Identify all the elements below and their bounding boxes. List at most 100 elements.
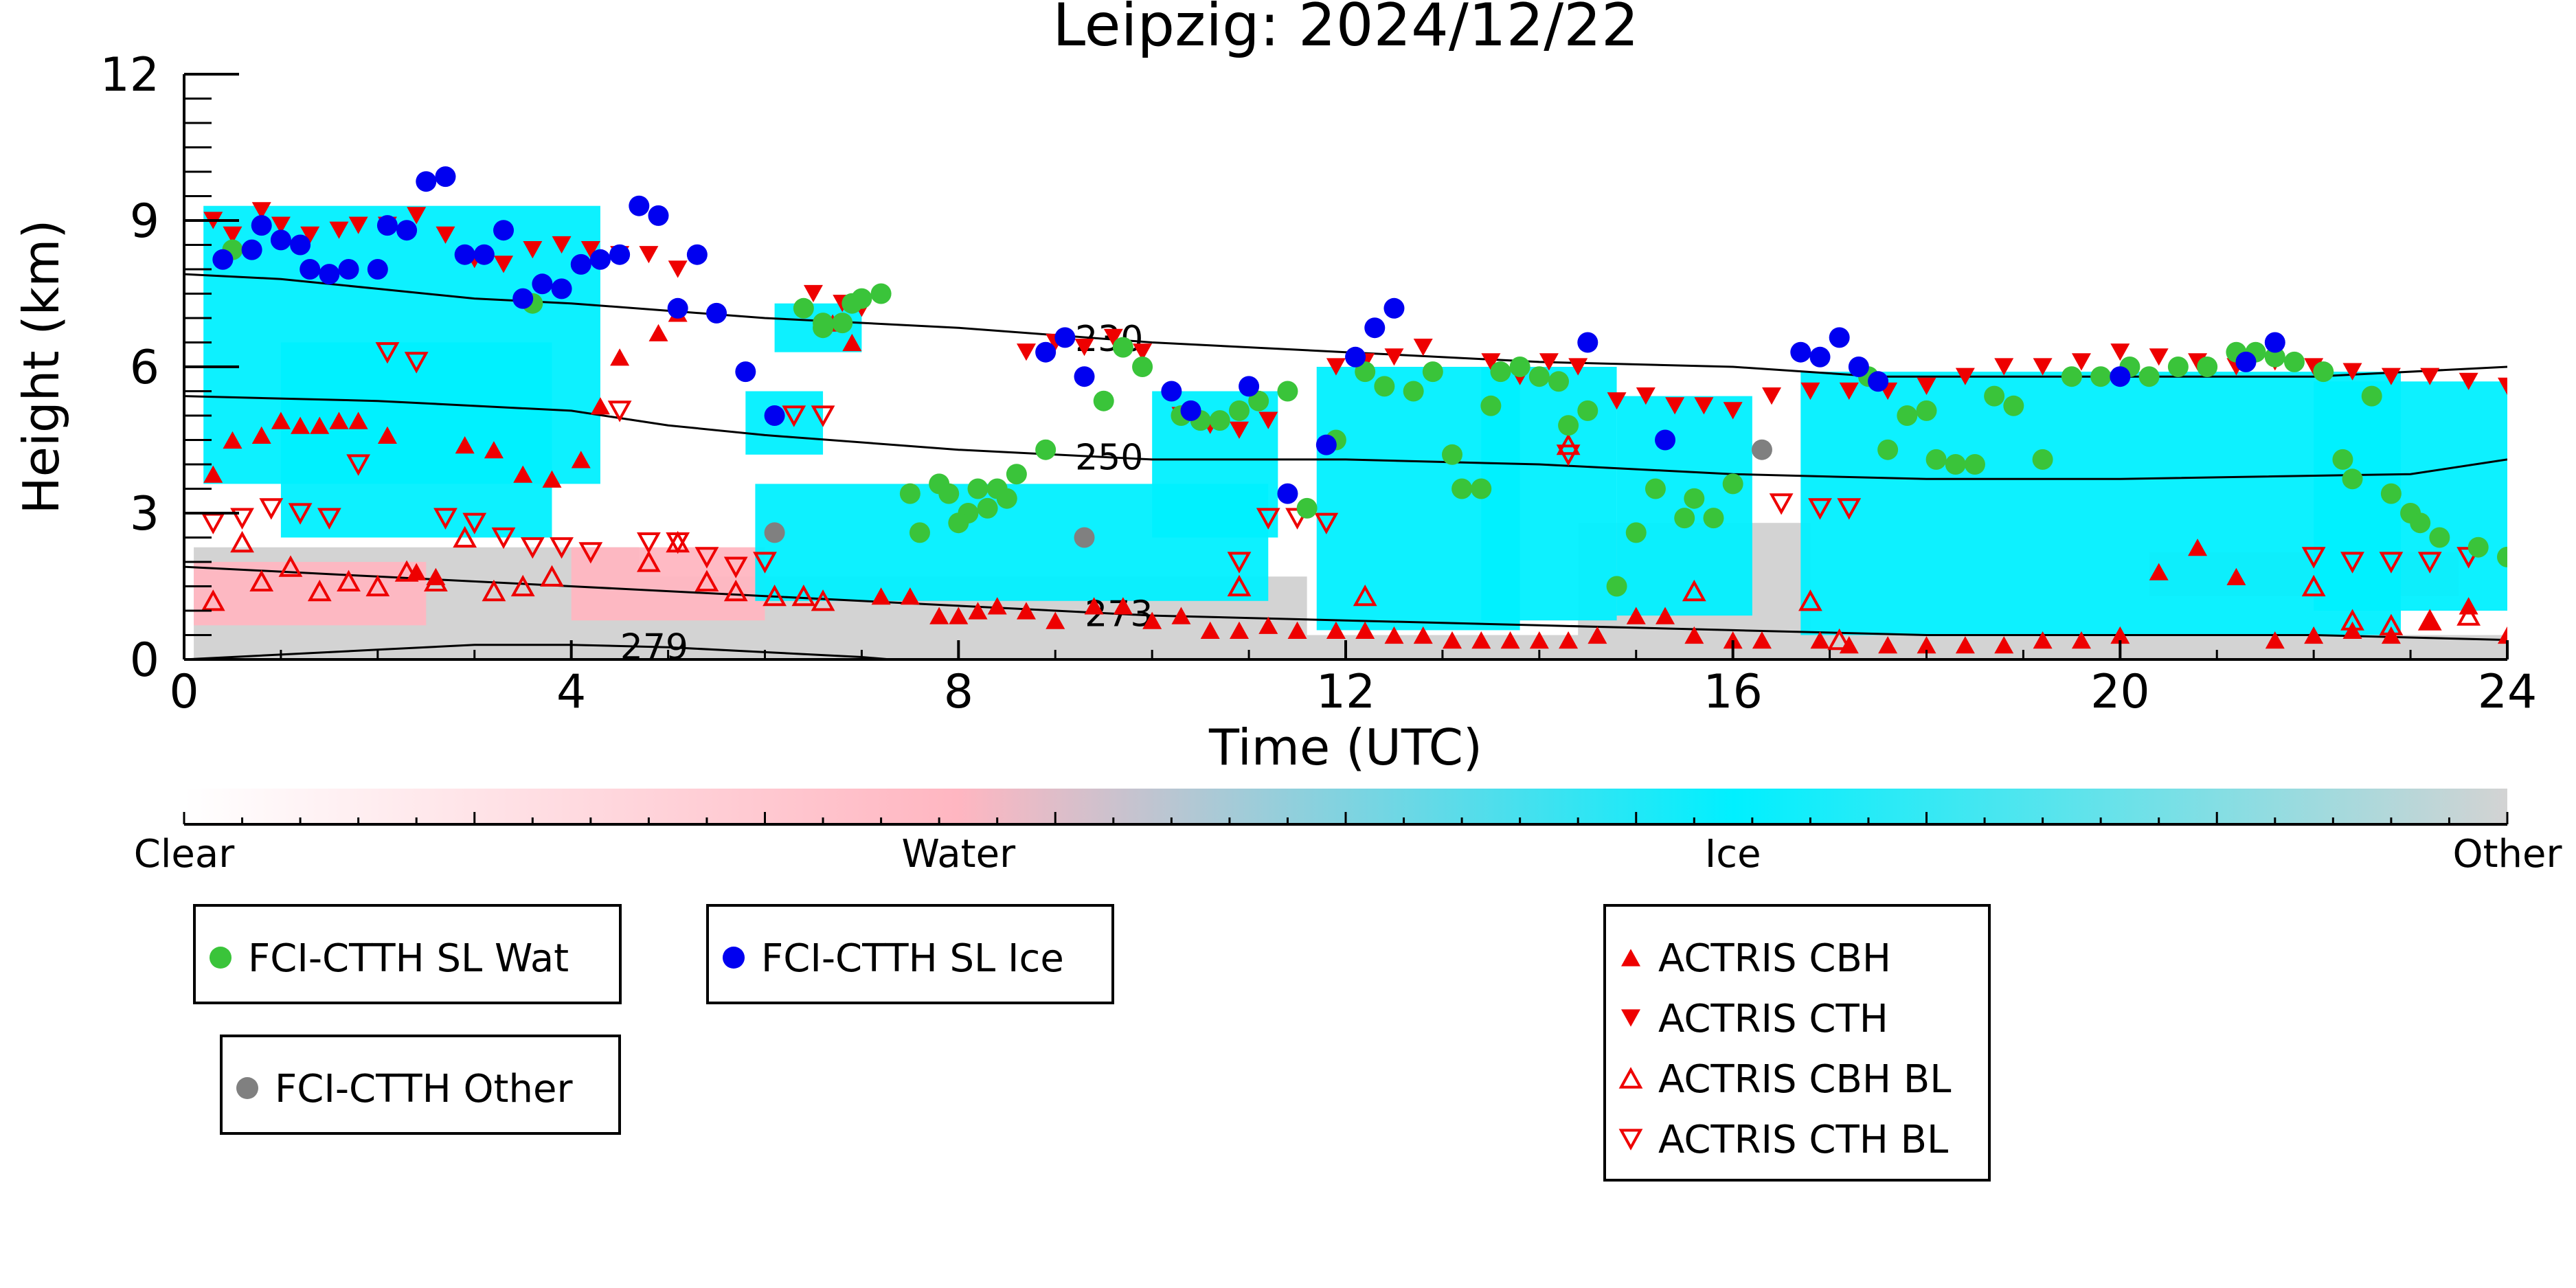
cth-bl-point	[2417, 552, 2442, 574]
ice-point	[1345, 346, 1366, 368]
wat-point	[2264, 346, 2285, 368]
cbh-bl-point	[2456, 604, 2481, 626]
wat-point	[2003, 395, 2024, 416]
cth-bl-point	[694, 547, 719, 569]
wat-point	[1528, 366, 1550, 387]
temperature-contours: 230250273279	[184, 273, 2507, 659]
cth-point	[494, 256, 514, 273]
cbh-bl-point	[694, 569, 719, 591]
cbh-point	[1200, 621, 1220, 639]
cbh-point	[968, 602, 988, 620]
cbh-point	[610, 348, 630, 366]
cth-bl-point	[433, 508, 457, 530]
wat-point	[2380, 483, 2402, 504]
cth-point	[1917, 377, 1936, 395]
y-tick-label: 6	[130, 341, 159, 395]
legend-marker-cth	[1621, 1009, 1640, 1027]
wat-point	[832, 313, 853, 334]
cbh-point	[203, 465, 223, 483]
ice-point	[648, 205, 669, 226]
x-axis-label: Time (UTC)	[1208, 719, 1482, 776]
cth-point	[2033, 358, 2053, 376]
cth-bl-point	[2379, 552, 2404, 574]
legend-marker-wat	[210, 947, 231, 969]
cbh-bl-point	[423, 569, 448, 591]
wat-point	[2342, 468, 2363, 490]
cth-point	[1016, 343, 1036, 361]
cth-point	[1326, 358, 1346, 376]
cbh-bl-point	[482, 579, 506, 602]
contour-line-230	[184, 273, 2507, 378]
cth-bl-point	[637, 532, 661, 554]
wat-point	[1228, 400, 1250, 421]
wat-point	[1296, 497, 1318, 519]
cth-point	[223, 226, 242, 244]
cth-bl-point	[1556, 444, 1581, 466]
wat-point	[1964, 454, 1985, 475]
cbh-point	[1142, 611, 1162, 629]
cth-point	[2110, 343, 2130, 361]
cbh-bl-point	[249, 569, 274, 591]
wat-point	[2313, 361, 2334, 383]
ice-point	[1577, 332, 1598, 353]
cbh-point	[329, 411, 349, 429]
cth-point	[1258, 411, 1278, 429]
ice-point	[570, 253, 591, 275]
cbh-bl-point	[637, 550, 661, 572]
cth-point	[1384, 348, 1404, 366]
ice-point	[1239, 376, 1260, 397]
cth-bl-point	[375, 342, 400, 364]
cth-point	[2188, 353, 2208, 371]
y-tick-label: 9	[130, 194, 159, 249]
wat-point	[1422, 361, 1443, 383]
wat-point	[1509, 357, 1530, 377]
cth-bl-point	[259, 498, 284, 520]
wat-point	[793, 297, 814, 319]
cth-point	[523, 241, 543, 259]
legend-label-cbh-bl: ACTRIS CBH BL	[1658, 1057, 1951, 1102]
data-markers	[201, 166, 2507, 654]
cbh-point	[271, 411, 291, 429]
wat-point	[2467, 536, 2489, 558]
cth-point	[1955, 368, 1975, 385]
cbh-point	[648, 324, 668, 341]
ice-point	[454, 244, 475, 265]
cbh-point	[542, 470, 562, 488]
other-point	[1751, 439, 1772, 460]
ice-point	[290, 234, 311, 256]
wat-point	[2197, 357, 2218, 377]
cbh-point	[1684, 626, 1704, 644]
cbh-point	[2110, 626, 2130, 644]
cbh-point	[2265, 631, 2285, 649]
ice-point	[2235, 351, 2257, 372]
ice-point	[1161, 381, 1182, 402]
cbh-point	[1084, 597, 1104, 615]
cbh-point	[291, 416, 310, 434]
ice-point	[1383, 297, 1405, 319]
wat-point	[1480, 395, 1502, 416]
cbh-point	[1626, 607, 1646, 624]
cth-point	[436, 226, 455, 244]
y-axis-label: Height (km)	[12, 220, 70, 515]
cth-point	[1133, 343, 1153, 361]
cbh-point	[1413, 626, 1433, 644]
other-point	[1074, 527, 1095, 548]
cbh-point	[1355, 621, 1375, 639]
cbh-point	[1287, 621, 1307, 639]
wat-point	[1035, 439, 1057, 460]
cbh-bl-point	[307, 579, 332, 602]
cth-bl-point	[346, 454, 371, 476]
legend-label-cbh: ACTRIS CBH	[1658, 936, 1891, 981]
cth-point	[329, 221, 349, 239]
ice-point	[551, 278, 572, 300]
cbh-point	[1113, 597, 1133, 615]
wat-point	[1403, 381, 1424, 402]
ice-cloud-region	[1481, 367, 1617, 621]
cth-point	[639, 246, 659, 264]
ice-point	[435, 166, 456, 188]
cth-bl-point	[1227, 552, 1252, 574]
wat-point	[1577, 400, 1598, 421]
cbh-point	[1810, 631, 1830, 649]
cbh-point	[1016, 602, 1036, 620]
ice-point	[735, 361, 756, 383]
